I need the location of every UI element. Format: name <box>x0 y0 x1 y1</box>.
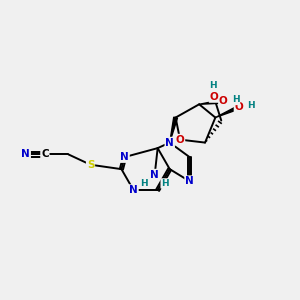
Text: H: H <box>161 179 169 188</box>
Text: S: S <box>87 160 94 170</box>
Text: H: H <box>232 95 239 104</box>
Text: H: H <box>248 101 255 110</box>
Polygon shape <box>170 117 178 142</box>
Polygon shape <box>199 100 224 104</box>
Text: O: O <box>176 135 184 145</box>
Text: H: H <box>141 179 148 188</box>
Text: H: H <box>209 81 217 90</box>
Polygon shape <box>215 106 240 118</box>
Text: N: N <box>120 152 129 162</box>
Text: N: N <box>150 169 159 180</box>
Text: C: C <box>41 149 49 159</box>
Text: N: N <box>129 185 138 195</box>
Text: N: N <box>21 149 30 159</box>
Text: O: O <box>235 102 243 112</box>
Text: N: N <box>165 138 174 148</box>
Text: O: O <box>209 92 218 102</box>
Text: N: N <box>185 176 194 186</box>
Text: O: O <box>219 96 228 106</box>
